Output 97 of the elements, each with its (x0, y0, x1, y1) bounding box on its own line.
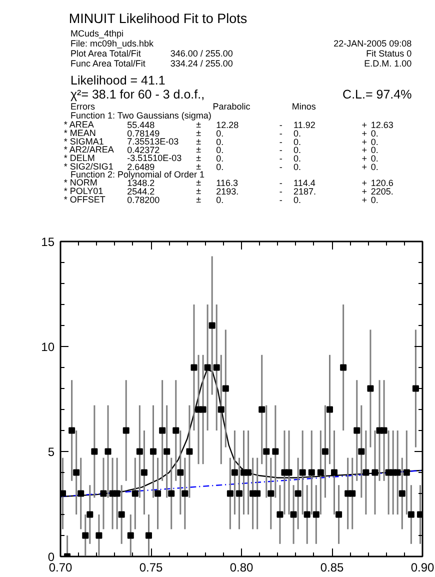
text: 2205. (370, 186, 394, 196)
text: - (279, 128, 282, 138)
text: 0. (370, 145, 378, 156)
text: + (362, 154, 368, 164)
text: ± (196, 136, 202, 146)
text: 0. (294, 136, 302, 147)
x-tick-label: 0.75 (139, 560, 164, 574)
text: Function 1: Two Gaussians (sigma) (70, 110, 212, 120)
text: * SIG2/SIG1 (64, 162, 114, 172)
text: 346.00 / 255.00 (170, 48, 233, 58)
text: - (279, 154, 282, 164)
text: + (362, 145, 368, 156)
text: 7.35513E-03 (127, 136, 179, 146)
text: Func Area Total/Fit (70, 58, 146, 68)
text: ± (196, 128, 202, 138)
text: Plot Area Total/Fit (70, 48, 142, 58)
text: 11.92 (294, 120, 316, 130)
text: 0. (370, 136, 378, 147)
text: 0. (294, 154, 302, 164)
text: 2187. (294, 186, 316, 196)
y-tick-label: 15 (41, 235, 55, 249)
text: ± (196, 194, 202, 204)
text: Likelihood = 41.1 (70, 74, 166, 88)
text: 0. (216, 145, 224, 156)
text: + (362, 162, 368, 172)
text: * NORM (64, 178, 98, 188)
text: 0. (294, 162, 302, 172)
x-tick-label: 0.80 (230, 560, 254, 574)
text: 0. (370, 154, 378, 164)
text: 0. (294, 145, 302, 156)
text: ± (196, 178, 202, 188)
text: + (362, 120, 368, 130)
text: 2193. (216, 186, 239, 196)
text: 0. (294, 194, 302, 205)
text: - (279, 186, 282, 196)
text: 114.4 (294, 178, 316, 188)
text: + (362, 128, 368, 138)
text: MCuds_4thpi (70, 28, 124, 38)
text: + (362, 178, 368, 188)
text: ± (196, 153, 202, 164)
text: - (279, 145, 282, 156)
text: 334.24 / 255.00 (170, 58, 233, 68)
text: 0. (370, 128, 378, 138)
text: File: mc09h_uds.hbk (70, 38, 154, 48)
text: Function 2: Polynomial of Order 1 (70, 170, 205, 180)
text: Fit Status 0 (366, 48, 412, 58)
text: 55.448 (127, 120, 155, 130)
text: Parabolic (212, 102, 251, 112)
text: 12.28 (216, 120, 239, 130)
text: + (362, 194, 368, 205)
text: 0. (216, 154, 224, 164)
y-tick-label: 10 (41, 340, 55, 354)
text: 0. (216, 194, 224, 205)
text: ± (196, 120, 202, 130)
text: 0. (216, 128, 224, 138)
text: 0. (216, 162, 224, 172)
text: - (279, 120, 282, 130)
text: * DELM (64, 153, 95, 164)
text: C.L.= 97.4% (342, 88, 412, 102)
text: Errors (70, 102, 96, 112)
text: * AREA (64, 120, 94, 130)
text: E.D.M. 1.00 (364, 58, 412, 68)
text: 0.42372 (127, 145, 160, 156)
y-tick-label: 5 (48, 445, 55, 459)
text: - (279, 162, 282, 172)
text: 0. (216, 136, 224, 147)
x-tick-label: 0.90 (410, 560, 435, 574)
text: ± (196, 162, 202, 172)
text: - (279, 136, 282, 147)
text: 22-JAN-2005 09:08 (334, 38, 412, 48)
text: - (279, 178, 282, 188)
text: * OFFSET (64, 194, 106, 204)
chart-title: MINUIT Likelihood Fit to Plots (68, 11, 248, 26)
text: 0. (294, 128, 302, 138)
text: 116.3 (216, 178, 238, 188)
text: -3.51510E-03 (127, 153, 182, 164)
text: χ²= 38.1 for 60 - 3 d.o.f., (70, 88, 205, 102)
text: * POLY01 (64, 186, 104, 196)
text: 0. (370, 194, 378, 205)
text: 1348.2 (127, 178, 155, 188)
text: ± (196, 144, 202, 155)
text: 0.78149 (127, 128, 160, 138)
text: * MEAN (64, 128, 96, 138)
text: 0.78200 (127, 194, 160, 205)
text: Minos (292, 102, 316, 112)
text: ± (196, 186, 202, 196)
text: 120.6 (370, 178, 394, 188)
x-tick-label: 0.85 (320, 560, 344, 574)
text: 12.63 (370, 120, 394, 130)
text: * AR2/AREA (64, 144, 114, 155)
text: 0. (370, 162, 378, 172)
text: + (362, 136, 368, 147)
text: 2544.2 (127, 186, 155, 196)
text: * SIGMA1 (64, 136, 104, 146)
text: - (279, 194, 282, 205)
text: + (362, 186, 368, 196)
text: 2.6489 (127, 162, 155, 172)
